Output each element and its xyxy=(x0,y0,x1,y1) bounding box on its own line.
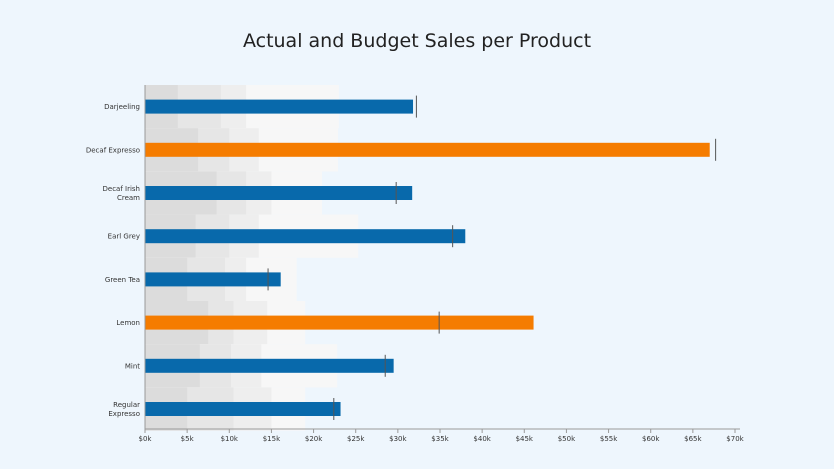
x-tick-label: $30k xyxy=(389,435,407,443)
category-label: Darjeeling xyxy=(104,103,140,111)
bar xyxy=(145,272,281,287)
x-tick-label: $5k xyxy=(181,435,195,443)
category-label: Cream xyxy=(117,194,140,202)
x-tick-label: $20k xyxy=(305,435,323,443)
bar xyxy=(145,142,710,157)
x-tick-label: $15k xyxy=(263,435,281,443)
x-tick-label: $55k xyxy=(600,435,618,443)
category-label: Regular xyxy=(113,401,140,409)
x-tick-label: $60k xyxy=(642,435,660,443)
category-label: Decaf Irish xyxy=(103,185,141,193)
x-tick-label: $35k xyxy=(431,435,449,443)
x-tick-label: $65k xyxy=(684,435,702,443)
bar xyxy=(145,358,394,373)
x-tick-label: $25k xyxy=(347,435,365,443)
bar xyxy=(145,402,341,416)
x-tick-label: $45k xyxy=(516,435,534,443)
chart-title: Actual and Budget Sales per Product xyxy=(242,30,592,52)
bar xyxy=(145,186,413,200)
x-tick-label: $50k xyxy=(558,435,576,443)
bar xyxy=(145,315,534,330)
x-tick-label: $40k xyxy=(473,435,491,443)
x-tick-label: $0k xyxy=(139,435,153,443)
bar xyxy=(145,99,414,114)
category-label: Expresso xyxy=(108,410,140,418)
bar xyxy=(145,229,466,244)
category-label: Green Tea xyxy=(105,276,140,284)
category-label: Lemon xyxy=(116,319,140,327)
category-label: Earl Grey xyxy=(108,233,140,241)
x-tick-label: $10k xyxy=(221,435,239,443)
category-label: Mint xyxy=(125,362,140,370)
category-label: Decaf Expresso xyxy=(86,146,140,154)
x-tick-label: $70k xyxy=(726,435,744,443)
